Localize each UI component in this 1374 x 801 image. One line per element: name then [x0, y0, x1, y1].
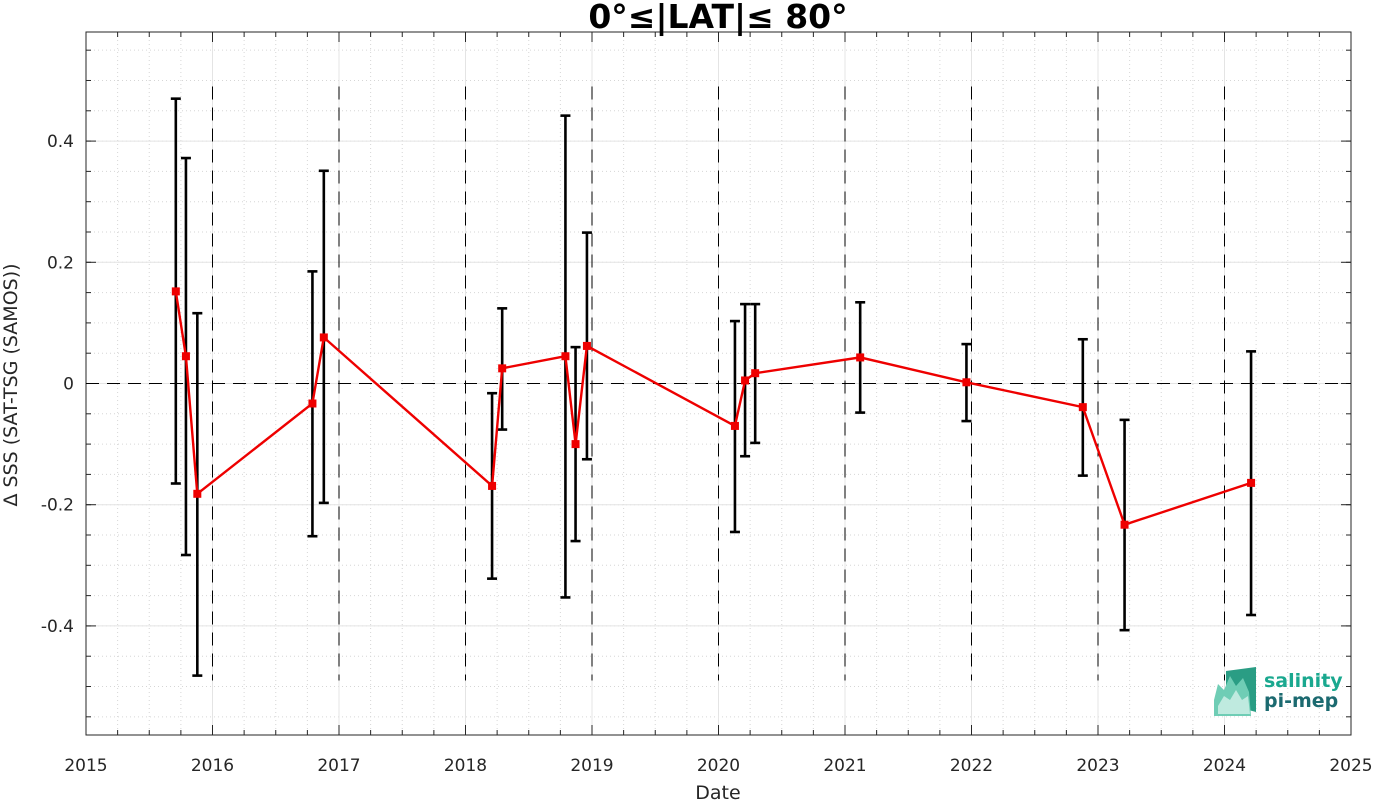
x-tick-label: 2019 [570, 756, 613, 776]
data-point-marker [1120, 520, 1129, 529]
data-point-marker [962, 378, 971, 387]
x-tick-label: 2025 [1329, 756, 1372, 776]
y-tick-label: 0 [63, 375, 74, 395]
y-tick-label: 0.2 [47, 253, 74, 273]
x-tick-label: 2016 [191, 756, 234, 776]
data-point-marker [730, 421, 739, 430]
salinity-pimep-logo: salinity pi-mep [1214, 667, 1343, 716]
x-tick-label: 2022 [950, 756, 993, 776]
y-tick-label: 0.4 [47, 132, 74, 152]
data-point-marker [741, 376, 750, 385]
logo-wave-icon [1214, 667, 1256, 716]
y-axis-label: Δ SSS (SAT-TSG (SAMOS)) [0, 263, 22, 506]
data-point-marker [561, 352, 570, 361]
x-tick-label: 2015 [64, 756, 107, 776]
data-point-marker [498, 364, 507, 373]
data-point-marker [181, 352, 190, 361]
data-point-marker [308, 399, 317, 408]
x-tick-label: 2018 [444, 756, 487, 776]
x-tick-label: 2024 [1203, 756, 1246, 776]
data-point-marker [171, 287, 180, 296]
x-tick-label: 2021 [823, 756, 866, 776]
y-tick-label: -0.2 [41, 496, 74, 516]
data-point-marker [1078, 403, 1087, 412]
data-point-marker [1247, 478, 1256, 487]
x-axis-label: Date [695, 782, 740, 801]
logo-text-salinity: salinity [1264, 670, 1343, 692]
data-point-marker [751, 369, 760, 378]
data-point-marker [319, 333, 328, 342]
data-point-marker [488, 481, 497, 490]
logo-text-pimep: pi-mep [1264, 690, 1338, 712]
y-tick-label: -0.4 [41, 617, 74, 637]
x-tick-label: 2020 [697, 756, 740, 776]
chart-title: 0°≤|LAT|≤ 80° [588, 0, 847, 36]
data-point-marker [571, 440, 580, 449]
x-tick-label: 2017 [317, 756, 360, 776]
data-point-marker [582, 341, 591, 350]
tick-labels: -0.4 -0.2 0 0.2 0.4 2015 2016 2017 2018 2019 2020 2… [41, 132, 1373, 776]
data-point-marker [193, 489, 202, 498]
x-tick-label: 2023 [1076, 756, 1119, 776]
data-point-marker [856, 353, 865, 362]
series-line [174, 291, 1252, 527]
plot-area [86, 86, 1351, 681]
